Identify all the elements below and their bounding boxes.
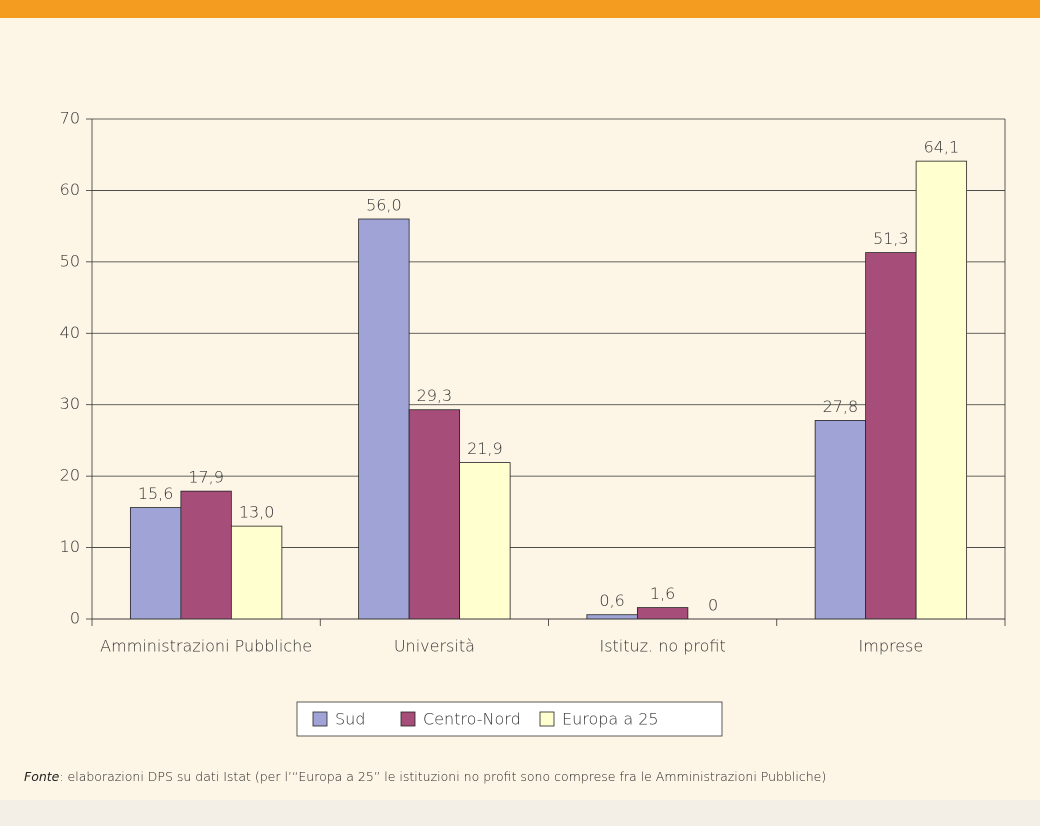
source-label: Fonte	[24, 769, 60, 784]
bar	[408, 409, 461, 620]
y-tick-label: 40	[60, 323, 80, 342]
bar	[180, 490, 232, 620]
bar	[865, 252, 917, 620]
legend-swatch	[539, 711, 555, 727]
bar	[814, 420, 867, 620]
data-label: 56,0	[366, 196, 402, 215]
bar	[459, 462, 511, 620]
y-tick-label: 20	[60, 466, 80, 485]
data-label: 51,3	[873, 229, 909, 248]
bar	[586, 614, 638, 620]
data-label: 17,9	[188, 468, 224, 487]
data-label: 21,9	[467, 439, 503, 458]
x-tick-label: Imprese	[859, 637, 924, 656]
bar	[915, 160, 968, 620]
legend-swatch	[400, 711, 416, 727]
y-tick-label: 0	[70, 609, 80, 628]
bar	[358, 218, 410, 620]
x-tick-label: Università	[394, 637, 475, 656]
footer-band	[0, 800, 1040, 826]
data-label: 1,6	[650, 584, 675, 603]
y-tick-label: 60	[60, 180, 80, 199]
y-tick-label: 10	[60, 537, 80, 556]
data-label: 0	[708, 596, 718, 615]
bar	[129, 507, 182, 620]
data-label: 29,3	[417, 386, 453, 405]
data-label: 27,8	[823, 397, 859, 416]
legend-label: Sud	[335, 710, 365, 729]
legend-box	[296, 701, 723, 737]
legend-label: Europa a 25	[562, 710, 659, 729]
data-label: 15,6	[138, 484, 174, 503]
bar	[230, 525, 283, 620]
y-tick-label: 70	[60, 109, 80, 128]
legend-swatch	[312, 711, 328, 727]
x-tick-label: Istituz. no profit	[599, 637, 725, 656]
data-label: 13,0	[239, 503, 275, 522]
data-label: 0,6	[599, 591, 624, 610]
y-tick-label: 50	[60, 251, 80, 270]
y-tick-label: 30	[60, 394, 80, 413]
legend-label: Centro-Nord	[423, 710, 521, 729]
data-label: 64,1	[924, 138, 960, 157]
header-bar	[0, 0, 1040, 18]
source-note: Fonte: elaborazioni DPS su dati Istat (p…	[24, 769, 826, 784]
x-tick-label: Amministrazioni Pubbliche	[100, 637, 312, 656]
bar	[636, 607, 689, 620]
source-text: : elaborazioni DPS su dati Istat (per l’…	[59, 769, 826, 784]
